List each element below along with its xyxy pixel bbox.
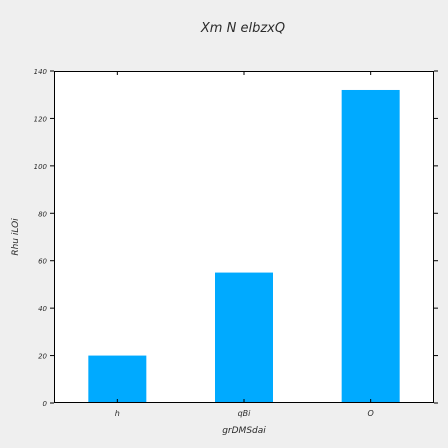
x-tick-label: qBi — [238, 409, 252, 418]
x-axis-label: grDMSdai — [222, 426, 266, 436]
y-tick-label: 60 — [38, 258, 47, 266]
bar-h — [88, 355, 147, 403]
y-tick-label: 100 — [34, 163, 48, 171]
bar-qBi — [215, 272, 273, 403]
y-tick-label: 140 — [34, 68, 48, 76]
x-tick-label: h — [115, 409, 120, 418]
y-tick-label: 80 — [38, 210, 47, 218]
x-tick-label: O — [368, 409, 374, 418]
y-tick-label: 40 — [38, 305, 47, 313]
y-tick-label: 0 — [43, 400, 48, 408]
y-tick-label: 20 — [38, 353, 47, 361]
plot-frame — [54, 71, 434, 403]
y-axis-label: Rhu iLOi — [11, 218, 21, 256]
bar-O — [341, 89, 400, 403]
chart-title: Xm N elbzxQ — [200, 21, 285, 36]
y-tick-label: 120 — [34, 115, 48, 123]
